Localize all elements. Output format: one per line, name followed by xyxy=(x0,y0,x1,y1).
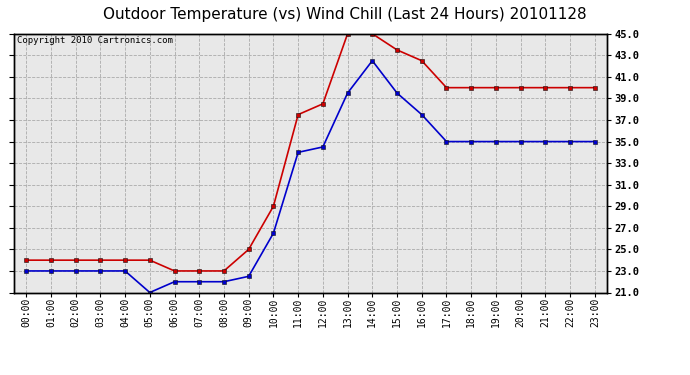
Text: Outdoor Temperature (vs) Wind Chill (Last 24 Hours) 20101128: Outdoor Temperature (vs) Wind Chill (Las… xyxy=(104,8,586,22)
Text: Copyright 2010 Cartronics.com: Copyright 2010 Cartronics.com xyxy=(17,36,172,45)
